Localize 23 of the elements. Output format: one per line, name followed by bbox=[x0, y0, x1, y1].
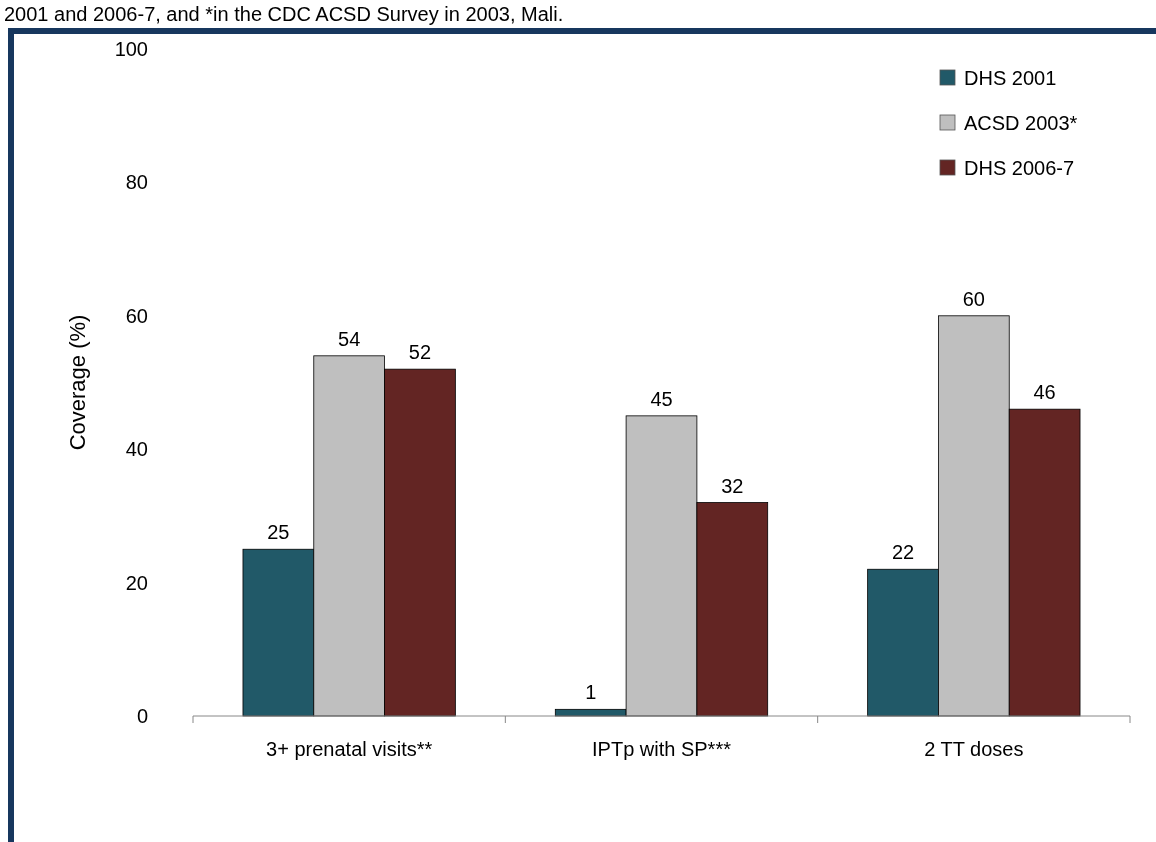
text: 2001 and 2006-7, and *in the CDC ACSD Survey in 2003, Mali. bbox=[4, 3, 564, 25]
legend-label: DHS 2001 bbox=[964, 67, 1057, 89]
data-label: 22 bbox=[891, 541, 915, 564]
x-tick-label: IPTp with SP*** bbox=[592, 738, 732, 760]
legend-label: ACSD 2003* bbox=[964, 112, 1078, 134]
data-label: 60 bbox=[962, 287, 985, 310]
y-tick-label: 80 bbox=[125, 171, 148, 194]
y-tick-label: 20 bbox=[125, 571, 148, 594]
data-label: 1 bbox=[585, 681, 597, 704]
x-tick-label: 3+ prenatal visits** bbox=[266, 738, 433, 760]
y-tick-label: 40 bbox=[125, 438, 148, 461]
y-tick-label: 0 bbox=[136, 705, 148, 727]
data-label: 32 bbox=[721, 474, 744, 497]
data-label: 45 bbox=[650, 387, 673, 410]
y-tick-label: 100 bbox=[114, 38, 148, 60]
data-label: 54 bbox=[338, 327, 361, 350]
legend-label: DHS 2006-7 bbox=[964, 157, 1075, 179]
data-label: 52 bbox=[408, 341, 432, 364]
y-tick-label: 60 bbox=[125, 304, 148, 327]
data-label: 25 bbox=[267, 521, 290, 544]
y-axis-title: Coverage (%) bbox=[65, 314, 90, 451]
x-tick-label: 2 TT doses bbox=[924, 738, 1024, 760]
data-label: 46 bbox=[1033, 381, 1056, 404]
